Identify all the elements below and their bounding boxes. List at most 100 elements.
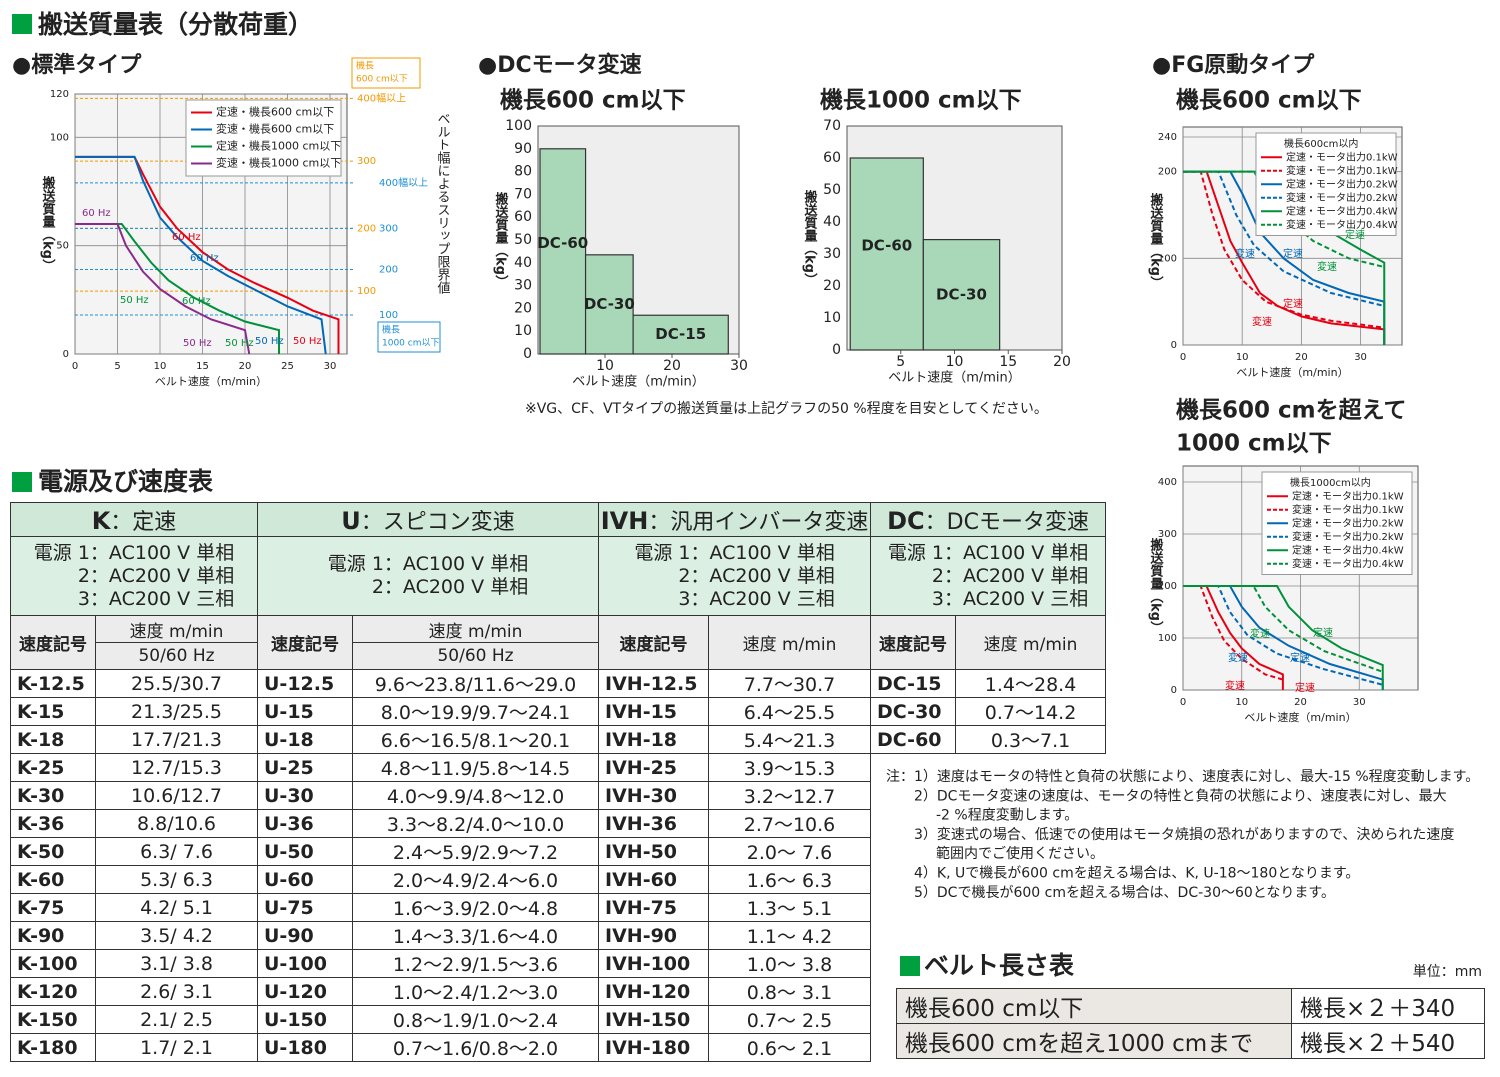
speed-value: 1.6～3.9/2.0～4.8 (351, 893, 600, 922)
power-line: 電源 1：AC100 V 単相 (327, 553, 529, 575)
y-tick-label: 0 (1171, 340, 1177, 351)
code-header: 速度記号 (257, 615, 353, 670)
annotation: 変速 (1225, 679, 1245, 692)
speed-header: 速度 m/min (708, 615, 872, 670)
speed-table: K：定速 U：スピコン変速 IVH：汎用インバータ変速 DC：DCモータ変速 電源 1：… (10, 502, 1107, 1062)
power-row: 電源 1：AC100 V 単相 2：AC200 V 単相 3：AC200 V 三相 電… (10, 536, 1107, 616)
y-tick-label: 50 (514, 232, 532, 248)
legend-label: 変速・モータ出力0.2kW (1286, 191, 1398, 204)
legend-label: 定速・機長600 cm以下 (216, 105, 334, 119)
note-line: 1）速度はモータの特性と負荷の状態により、速度表に対し、最大-15 %程度変動し… (914, 768, 1479, 785)
speed-code: U-36 (257, 809, 353, 838)
legend-label: 変速・モータ出力0.1kW (1286, 164, 1398, 177)
group-header: IVH：汎用インバータ変速 (598, 502, 872, 537)
annotation: 変速 (1250, 627, 1270, 640)
chart-subheading: 機長600 cm以下 (1176, 88, 1362, 114)
chart: 0 100 200 300 400 0 10 20 30 ベルト速度（m/min） 搬送質量（kg）… (1148, 465, 1419, 724)
x-tick-label: 15 (196, 361, 209, 372)
slip-label: 400幅以上 (379, 176, 428, 189)
belt-length: 機長×２＋540 (1291, 1023, 1485, 1059)
y-tick-label: 40 (514, 255, 532, 271)
legend-label: 変速・機長600 cm以下 (216, 122, 334, 136)
x-tick-label: 0 (1180, 352, 1186, 363)
note-line: 3）変速式の場合、低速での使用はモータ焼損の恐れがありますので、決められた速度 (914, 826, 1454, 843)
note-line: 範囲内でご使用ください。 (936, 845, 1104, 862)
empty-cell (871, 922, 956, 950)
y-tick-label: 30 (514, 278, 532, 294)
empty-cell (871, 838, 956, 866)
series-line (75, 155, 340, 354)
annotation: 定速 (1283, 247, 1303, 260)
data-row: K-120 2.6/ 3.1 U-120 1.0～2.4/1.2～3.0 IVH-120… (10, 977, 1106, 1006)
speed-code: IVH-100 (598, 949, 710, 978)
power-line: 3：AC200 V 三相 (931, 587, 1089, 610)
speed-value: 2.0～4.9/2.4～6.0 (351, 865, 600, 894)
speed-value: 6.4～25.5 (708, 697, 872, 726)
speed-value: 9.6～23.8/11.6～29.0 (351, 669, 600, 698)
chart-subheading: 1000 cm以下 (1176, 431, 1332, 457)
series-line (1183, 585, 1384, 673)
y-tick-label: 0 (832, 342, 841, 358)
y-axis-label: 搬送質量（kg） (493, 191, 510, 288)
group-name: ：DCモータ変速 (924, 509, 1089, 535)
y-tick-label: 200 (1158, 581, 1177, 592)
data-row: K-25 12.7/15.3 U-25 4.8～11.9/5.8～14.5 IVH-25… (10, 753, 1106, 782)
chart-heading: ●FG原動タイプ (1152, 53, 1315, 78)
bar-label: DC-60 (537, 234, 588, 252)
legend-label: 変速・モータ出力0.4kW (1286, 218, 1398, 231)
note-line: 5）DCで機長が600 cmを超える場合は、DC-30～60となります。 (914, 885, 1335, 901)
x-tick-label: 10 (596, 358, 614, 374)
empty-cell (956, 894, 1106, 922)
y-tick-label: 50 (56, 241, 69, 252)
group-box (377, 321, 441, 353)
subheader-row: 速度記号 速度 m/min 速度記号 速度 m/min 速度記号 速度 m/min 速度記号… (10, 615, 1107, 670)
speed-code: IVH-60 (598, 865, 710, 894)
speed-code: IVH-75 (598, 893, 710, 922)
speed-value: 1.6～ 6.3 (708, 865, 872, 894)
speed-value: 2.7～10.6 (708, 809, 872, 838)
y-tick-label: 50 (823, 182, 841, 198)
data-row: K-100 3.1/ 3.8 U-100 1.2～2.9/1.5～3.6 IVH-100… (10, 949, 1106, 978)
annotation: 50 Hz (183, 338, 212, 349)
power-cell: 電源 1：AC100 V 単相 2：AC200 V 単相 3：AC200 V 三相 (870, 536, 1107, 616)
speed-value: 3.5/ 4.2 (95, 921, 258, 950)
bar-label: DC-30 (936, 285, 987, 303)
x-tick-label: 30 (730, 358, 748, 374)
speed-header: 速度 m/min (955, 615, 1107, 670)
annotation: 変速 (1228, 651, 1248, 664)
y-axis-label: 搬送質量（kg） (1148, 192, 1165, 289)
annotation: 50 Hz (225, 338, 254, 349)
x-axis-label: ベルト速度（m/min） (155, 374, 267, 388)
speed-code: IVH-15 (598, 697, 710, 726)
speed-code: IVH-150 (598, 1005, 710, 1034)
speed-code: K-100 (10, 949, 96, 978)
y-tick-label: 120 (50, 89, 69, 100)
y-tick-label: 40 (823, 214, 841, 230)
y-tick-label: 200 (1158, 167, 1177, 178)
speed-value: 0.7～14.2 (955, 697, 1107, 726)
speed-code: IVH-180 (598, 1033, 710, 1062)
y-tick-label: 10 (823, 310, 841, 326)
empty-cell (871, 866, 956, 894)
unit: 単位：mm (1413, 964, 1482, 980)
y-axis-label: 搬送質量（kg） (40, 175, 57, 272)
speed-code: U-50 (257, 837, 353, 866)
speed-value: 3.9～15.3 (708, 753, 872, 782)
annotation: 60 Hz (172, 232, 201, 243)
chart-subheading: 機長600 cmを超えて (1176, 398, 1406, 424)
x-tick-label: 30 (1353, 697, 1366, 708)
speed-value: 17.7/21.3 (95, 725, 258, 754)
y-tick-label: 20 (514, 300, 532, 316)
data-row: K-18 17.7/21.3 U-18 6.6～16.5/8.1～20.1 IVH-18… (10, 725, 1107, 754)
power-line: 3：AC200 V 三相 (77, 587, 235, 610)
speed-value: 25.5/30.7 (95, 669, 258, 698)
speed-code: IVH-12.5 (598, 669, 710, 698)
series-line (1183, 585, 1384, 690)
speed-header: 50/60 Hz (95, 642, 258, 670)
slip-label: 100 (379, 310, 398, 321)
speed-code: K-90 (10, 921, 96, 950)
speed-code: K-150 (10, 1005, 96, 1034)
note-line: 4）K, Uで機長が600 cmを超える場合は、K, U-18～180となります… (914, 866, 1359, 882)
speed-code: U-120 (257, 977, 353, 1006)
speed-code: U-25 (257, 753, 353, 782)
